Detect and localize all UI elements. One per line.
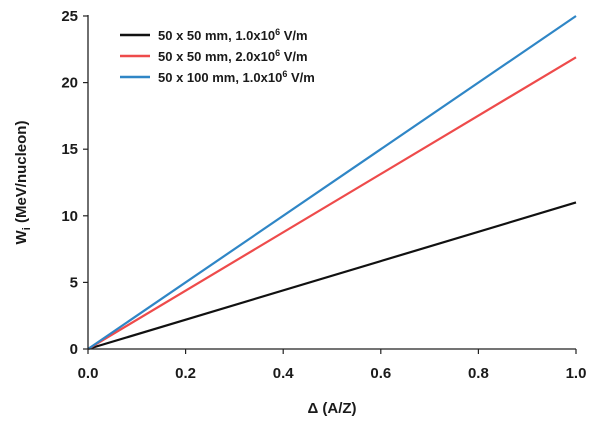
y-tick-label: 10 [61, 208, 78, 225]
x-tick-label: 0.0 [78, 365, 99, 382]
y-tick-label: 20 [61, 75, 78, 92]
y-axis-title-main: W [13, 229, 30, 244]
ticks: 0.0 0.2 0.4 0.6 0.8 1.0 0 5 10 15 20 25 [61, 8, 586, 382]
y-axis-title-subscript: i [21, 227, 33, 230]
y-tick-label: 0 [70, 341, 78, 358]
x-tick-label: 0.8 [468, 365, 489, 382]
series-line-1 [87, 201, 577, 351]
legend-label-3: 50 x 100 mm, 1.0x106 V/m [158, 69, 315, 85]
x-tick-label: 0.2 [175, 365, 196, 382]
y-axis-title: Wi (MeV/nucleon) [13, 121, 33, 245]
x-tick-label: 1.0 [566, 365, 587, 382]
x-tick-label: 0.4 [273, 365, 295, 382]
legend-label-2: 50 x 50 mm, 2.0x106 V/m [158, 48, 308, 64]
plot-lines [87, 15, 577, 351]
series-line-3 [87, 15, 577, 350]
x-axis-title: Δ (A/Z) [307, 400, 356, 417]
series-line-2 [87, 56, 577, 350]
legend: 50 x 50 mm, 1.0x106 V/m 50 x 50 mm, 2.0x1… [120, 27, 315, 85]
y-tick-label: 15 [61, 141, 78, 158]
axes [87, 15, 576, 350]
y-tick-label: 25 [61, 8, 78, 25]
legend-label-1: 50 x 50 mm, 1.0x106 V/m [158, 27, 308, 43]
x-tick-label: 0.6 [370, 365, 391, 382]
y-tick-label: 5 [70, 274, 78, 291]
y-axis-title-rest: (MeV/nucleon) [13, 121, 30, 228]
